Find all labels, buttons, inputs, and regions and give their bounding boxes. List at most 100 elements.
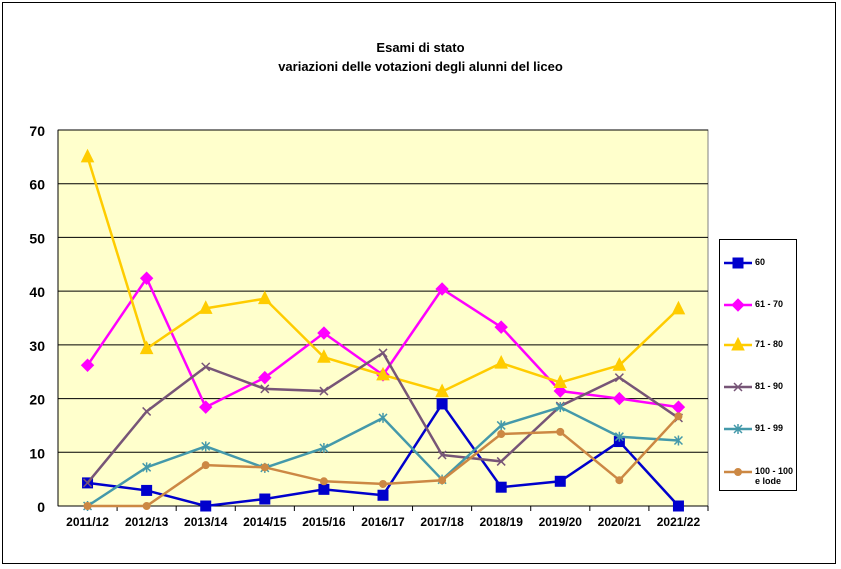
data-point [496, 456, 506, 466]
data-point [556, 427, 565, 436]
legend-label: 71 - 80 [755, 339, 784, 349]
data-point [377, 489, 389, 501]
data-point [376, 366, 390, 381]
y-tick-label: 30 [29, 338, 45, 354]
data-point [141, 484, 153, 496]
legend-swatch [724, 336, 752, 351]
data-point [553, 384, 567, 398]
legend-item: 100 - 100 e lode [723, 457, 797, 487]
chart-title-line1: Esami di stato [376, 40, 465, 55]
legend-item: 71 - 80 [723, 330, 797, 360]
x-tick-label: 2020/21 [598, 515, 642, 529]
legend-item: 61 - 70 [723, 290, 797, 320]
data-point [198, 300, 213, 314]
data-point [319, 386, 329, 396]
data-point [554, 475, 566, 487]
data-point [437, 450, 447, 460]
data-point [436, 398, 448, 410]
chart-title-line2: variazioni delle votazioni degli alunni … [278, 59, 563, 74]
data-point [378, 348, 388, 358]
data-point [495, 481, 507, 493]
y-tick-label: 20 [29, 392, 45, 408]
data-point [142, 462, 152, 473]
legend-swatch-marker [733, 382, 743, 392]
data-point [142, 502, 151, 510]
data-point [139, 271, 154, 285]
legend-swatch-marker [733, 424, 743, 434]
data-point [260, 384, 270, 394]
data-point [553, 374, 568, 388]
chart-legend: 60 61 - 70 71 - 80 81 - 90 91 - 99 100 - 100 … [719, 239, 797, 491]
legend-swatch [724, 468, 752, 476]
data-point [201, 362, 211, 372]
legend-label: 100 - 100 e lode [755, 466, 794, 486]
data-point [139, 340, 154, 355]
data-point [555, 402, 565, 413]
x-tick-label: 2021/22 [657, 515, 701, 529]
data-point [494, 320, 508, 334]
x-tick-label: 2011/12 [66, 515, 109, 529]
data-point [259, 493, 271, 505]
y-tick-label: 50 [29, 230, 45, 246]
legend-item: 91 - 99 [723, 414, 797, 444]
data-point [201, 441, 211, 452]
legend-swatch-marker [731, 336, 745, 351]
data-point [258, 370, 272, 385]
data-point [83, 478, 93, 488]
data-point [317, 349, 331, 363]
data-point [80, 358, 95, 372]
x-tick-label: 2017/18 [420, 515, 464, 529]
legend-label: 61 - 70 [755, 299, 784, 309]
legend-label: 81 - 90 [755, 381, 784, 391]
data-point [258, 290, 272, 305]
data-point [671, 300, 686, 315]
data-point [674, 412, 683, 421]
data-point [80, 148, 95, 163]
y-tick-label: 60 [29, 177, 45, 193]
data-point [612, 391, 627, 406]
data-point [612, 357, 627, 371]
x-tick-label: 2018/19 [479, 515, 523, 529]
data-point [614, 431, 624, 442]
legend-label: 91 - 99 [755, 423, 784, 433]
data-point [83, 502, 92, 510]
x-tick-label: 2015/16 [302, 515, 346, 529]
data-point [435, 282, 449, 296]
data-point [672, 500, 684, 512]
data-point [200, 500, 212, 512]
legend-item: 81 - 90 [723, 372, 797, 402]
data-point [379, 479, 387, 488]
legend-swatch-marker [732, 257, 744, 269]
data-point [199, 400, 213, 414]
data-point [201, 461, 210, 470]
data-point [615, 476, 624, 485]
x-tick-label: 2019/20 [539, 515, 583, 529]
series-2 [80, 148, 686, 398]
y-tick-label: 70 [29, 123, 45, 139]
data-point [494, 355, 508, 369]
plot-area [57, 129, 709, 507]
legend-swatch [724, 298, 752, 312]
legend-swatch-marker [731, 298, 745, 312]
data-point [319, 477, 328, 486]
data-point [318, 483, 330, 495]
legend-swatch [724, 424, 752, 434]
data-point [496, 420, 506, 431]
legend-swatch [724, 382, 752, 392]
y-tick-label: 0 [37, 499, 45, 515]
data-point [319, 442, 329, 453]
data-point [673, 435, 683, 446]
legend-item: 60 [723, 248, 797, 278]
data-point [438, 476, 447, 485]
y-tick-label: 10 [29, 445, 45, 461]
data-point [142, 406, 152, 416]
y-tick-label: 40 [29, 284, 45, 300]
data-point [497, 430, 506, 439]
legend-swatch-marker [734, 468, 742, 476]
data-point [317, 326, 331, 340]
x-tick-label: 2016/17 [361, 515, 405, 529]
chart-title: Esami di stato variazioni delle votazion… [0, 38, 841, 76]
data-point [614, 373, 624, 383]
data-point [435, 383, 449, 398]
